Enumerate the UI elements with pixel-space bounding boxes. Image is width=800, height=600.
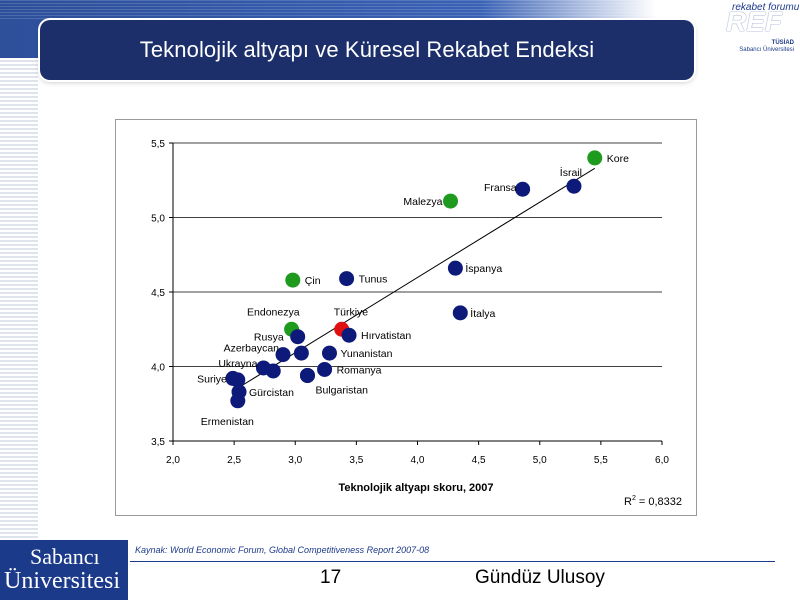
- point-label: Azerbaycan: [224, 343, 280, 355]
- point-label: Kore: [607, 153, 629, 165]
- data-point: [317, 361, 333, 377]
- point-label: Endonezya: [247, 306, 300, 318]
- data-point: [230, 393, 246, 409]
- point-label: Rusya: [254, 332, 284, 344]
- axes: [169, 142, 663, 445]
- grid-lines: [173, 142, 662, 442]
- data-point: [515, 181, 531, 197]
- su-small-text: Sabancı Üniversitesi: [739, 47, 794, 53]
- source-text: Kaynak: World Economic Forum, Global Com…: [135, 545, 430, 555]
- point-label: Ukrayna: [218, 358, 257, 370]
- slide-title: Teknolojik altyapı ve Küresel Rekabet En…: [139, 37, 595, 62]
- point-label: Türkiye: [334, 306, 369, 318]
- x-tick-label: 3,0: [288, 455, 302, 466]
- data-point: [339, 271, 355, 287]
- y-tick-label: 4,0: [151, 363, 165, 374]
- point-label: Gürcistan: [249, 387, 294, 399]
- y-tick-label: 3,5: [151, 437, 165, 448]
- ref-text: REF: [726, 6, 782, 37]
- point-label: Yunanistan: [340, 348, 392, 360]
- point-labels: Kore İsrail Fransa Malezya Tunus Çin İspanya İt…: [197, 153, 629, 428]
- y-tick-labels: 3,5 4,0 4,5 5,0 5,5: [151, 139, 165, 448]
- ref-forum-text: rekabet forumu: [732, 2, 800, 13]
- data-point: [341, 327, 357, 343]
- x-tick-label: 4,0: [411, 455, 425, 466]
- slide-title-box: Teknolojik altyapı ve Küresel Rekabet En…: [40, 20, 694, 80]
- x-tick-label: 6,0: [655, 455, 669, 466]
- y-tick-label: 5,0: [151, 214, 165, 225]
- sabanci-line1: Sabancı: [30, 544, 100, 569]
- data-point: [299, 367, 315, 383]
- data-point: [447, 260, 463, 276]
- data-point: [587, 150, 603, 166]
- chart-frame: 3,5 4,0 4,5 5,0 5,5 2,0 2,5 3,0 3,5 4,0 4,5 5,0 5,5…: [115, 119, 697, 516]
- point-label: Tunus: [359, 274, 388, 286]
- y-tick-label: 5,5: [151, 139, 165, 150]
- point-label: Suriye: [197, 373, 227, 385]
- ref-logo: rekabet forumu REF TÜSİAD Sabancı Üniver…: [712, 0, 800, 56]
- left-stripes-decoration: [0, 60, 38, 540]
- x-tick-label: 2,5: [227, 455, 241, 466]
- point-label: Romanya: [337, 364, 382, 376]
- point-label: İsrail: [560, 166, 582, 179]
- point-label: İtalya: [470, 307, 495, 320]
- data-point: [290, 329, 306, 345]
- x-tick-labels: 2,0 2,5 3,0 3,5 4,0 4,5 5,0 5,5 6,0: [166, 455, 669, 466]
- x-tick-label: 4,5: [472, 455, 486, 466]
- x-tick-label: 5,0: [533, 455, 547, 466]
- data-point: [293, 345, 309, 361]
- point-label: Fransa: [484, 182, 517, 194]
- data-point: [285, 272, 301, 288]
- footer-divider: [130, 561, 775, 562]
- point-label: Çin: [305, 275, 321, 287]
- tusiad-text: TÜSİAD: [771, 40, 794, 46]
- y-tick-label: 4,5: [151, 288, 165, 299]
- point-label: Ermenistan: [201, 416, 254, 428]
- r2-label: R2 = 0,8332: [624, 495, 682, 508]
- data-point: [265, 363, 281, 379]
- data-point: [443, 193, 459, 209]
- scatter-chart: 3,5 4,0 4,5 5,0 5,5 2,0 2,5 3,0 3,5 4,0 4,5 5,0 5,5…: [151, 139, 682, 508]
- author-name: Gündüz Ulusoy: [475, 567, 605, 588]
- point-label: İspanya: [465, 262, 502, 275]
- x-tick-label: 3,5: [349, 455, 363, 466]
- point-label: Bulgaristan: [315, 384, 368, 396]
- x-axis-label: Teknolojik altyapı skoru, 2007: [338, 482, 493, 494]
- data-point: [452, 305, 468, 321]
- data-point: [566, 178, 582, 194]
- data-points: [225, 150, 603, 409]
- data-point: [321, 345, 337, 361]
- x-tick-label: 5,5: [594, 455, 608, 466]
- sabanci-logo: Sabancı Üniversitesi: [0, 540, 128, 600]
- point-label: Hırvatistan: [361, 330, 411, 342]
- x-tick-label: 2,0: [166, 455, 180, 466]
- sabanci-line2: Üniversitesi: [4, 568, 120, 594]
- data-point: [230, 372, 246, 388]
- page-number: 17: [320, 567, 342, 588]
- point-label: Malezya: [403, 196, 442, 208]
- data-point: [275, 347, 291, 363]
